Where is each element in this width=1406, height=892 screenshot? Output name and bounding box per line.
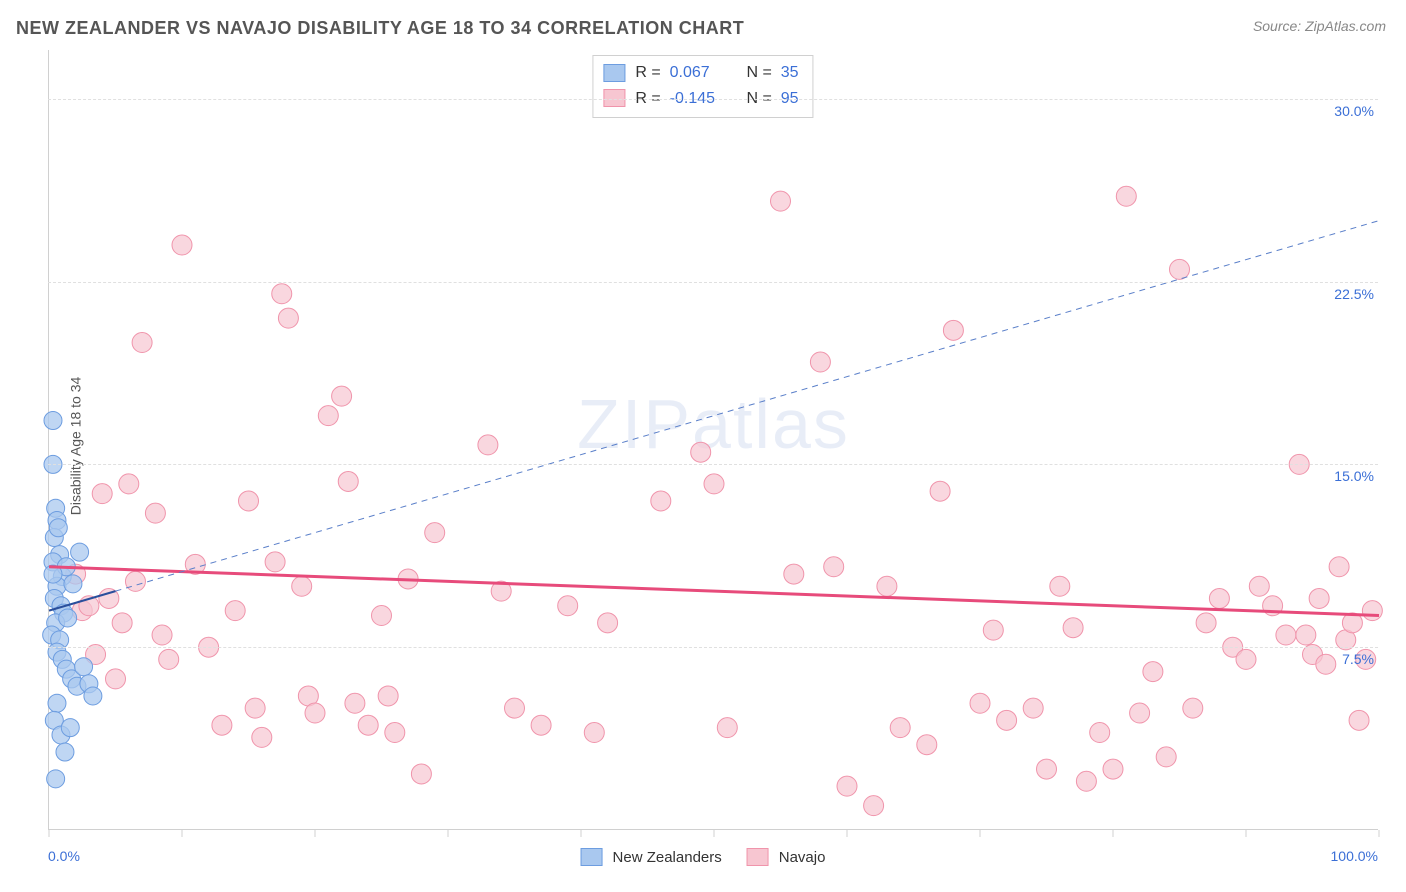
legend-swatch-nz [581, 848, 603, 866]
legend-item-nz: New Zealanders [581, 848, 722, 866]
n-value-nz: 35 [781, 60, 799, 86]
x-max-label: 100.0% [1331, 848, 1378, 864]
y-tick-label: 7.5% [1342, 651, 1374, 667]
scatter-svg [49, 50, 1379, 830]
y-tick-label: 22.5% [1334, 286, 1374, 302]
stats-box: R = 0.067 N = 35 R = -0.145 N = 95 [592, 55, 813, 118]
gridline-h [48, 282, 1378, 283]
chart-title: NEW ZEALANDER VS NAVAJO DISABILITY AGE 1… [16, 18, 744, 39]
source-attribution: Source: ZipAtlas.com [1253, 18, 1386, 34]
r-label-nz: R = [635, 60, 660, 86]
y-tick-label: 15.0% [1334, 468, 1374, 484]
legend-label-nv: Navajo [779, 849, 826, 866]
r-value-nz: 0.067 [670, 60, 738, 86]
legend-item-nv: Navajo [747, 848, 826, 866]
swatch-nz [603, 64, 625, 82]
legend-swatch-nv [747, 848, 769, 866]
x-min-label: 0.0% [48, 848, 80, 864]
gridline-h [48, 647, 1378, 648]
legend: New Zealanders Navajo [581, 848, 826, 866]
legend-label-nz: New Zealanders [613, 849, 722, 866]
n-label-nz: N = [747, 60, 772, 86]
plot-area: ZIPatlas [48, 50, 1378, 830]
y-tick-label: 30.0% [1334, 103, 1374, 119]
gridline-h [48, 464, 1378, 465]
stats-row-nz: R = 0.067 N = 35 [603, 60, 798, 86]
gridline-h [48, 99, 1378, 100]
